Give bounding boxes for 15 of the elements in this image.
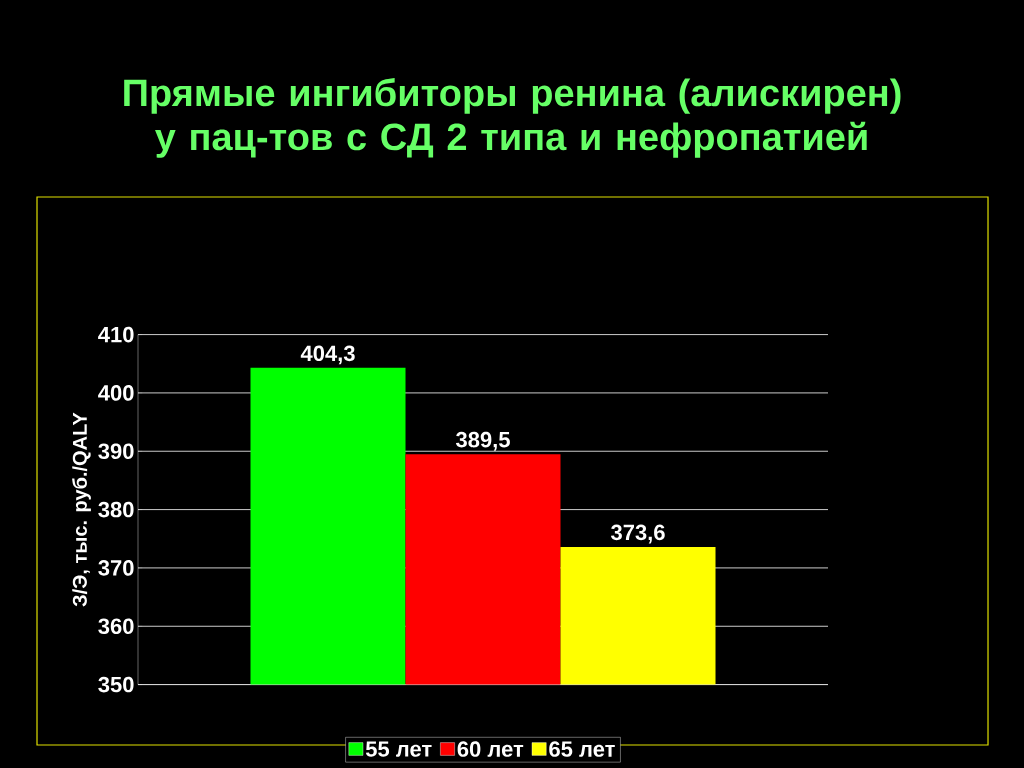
- y-tick-label: 410: [98, 326, 134, 343]
- y-tick-label: 380: [98, 501, 134, 518]
- chart-title: Прямые ингибиторы ренина (алискирен) у пац-тов с СД 2 типа и нефропатией: [124, 78, 901, 158]
- legend-label: 55 лет: [365, 741, 432, 757]
- legend-label: 65 лет: [549, 741, 615, 757]
- data-label: 404,3: [300, 345, 355, 365]
- legend-label: 60 лет: [457, 741, 524, 757]
- y-tick-label: 350: [98, 676, 134, 693]
- y-tick-label: 390: [98, 443, 134, 460]
- y-tick-label: 370: [98, 560, 134, 576]
- data-label: 389,5: [455, 431, 510, 451]
- y-tick-label: 400: [98, 385, 134, 401]
- y-axis-title: З/Э, тыс. руб./QALY: [72, 412, 91, 607]
- y-tick-label: 360: [98, 618, 134, 635]
- data-label: 373,6: [610, 524, 665, 544]
